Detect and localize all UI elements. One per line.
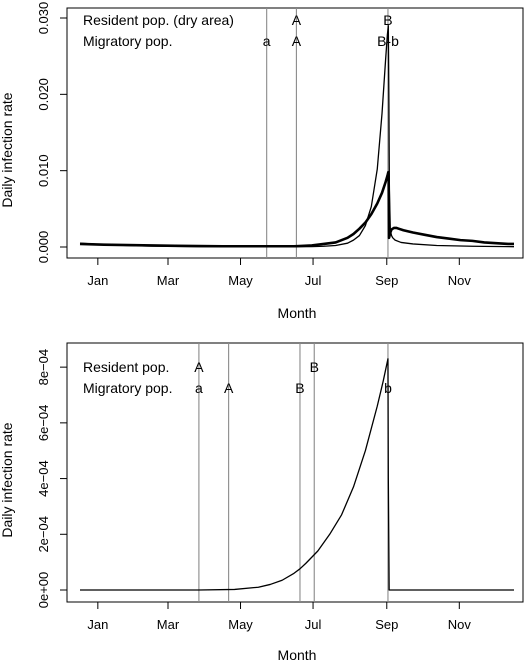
bottom-plot-frame — [66, 342, 524, 603]
x-tick-label: Jan — [87, 273, 108, 288]
x-tick-label: Mar — [157, 273, 180, 288]
marker-migratory-label: b — [384, 380, 392, 396]
x-tick-label: Nov — [448, 617, 472, 632]
y-tick-label: 0.020 — [36, 78, 51, 111]
marker-migratory-label: a — [195, 380, 203, 396]
y-tick-label: 0e+00 — [36, 572, 51, 609]
marker-resident-label: B — [310, 359, 319, 375]
y-tick-label: 0.000 — [36, 231, 51, 264]
bottom-x-axis-label: Month — [278, 647, 317, 663]
marker-migratory-label: A — [292, 33, 302, 49]
x-tick-label: Jul — [305, 273, 322, 288]
series-line-thin — [79, 24, 515, 248]
y-tick-label: 0.030 — [36, 2, 51, 35]
top-row-label-migratory: Migratory pop. — [83, 33, 172, 49]
top-x-axis-label: Month — [278, 305, 317, 321]
marker-migratory-label: B-b — [377, 33, 399, 49]
marker-resident-label: B — [383, 12, 392, 28]
x-tick-label: Jul — [305, 617, 322, 632]
y-tick-label: 8e−04 — [36, 349, 51, 386]
y-tick-label: 4e−04 — [36, 460, 51, 497]
top-plot-frame — [66, 7, 524, 259]
y-tick-label: 6e−04 — [36, 405, 51, 442]
marker-migratory-label: A — [224, 380, 234, 396]
bottom-row-label-migratory: Migratory pop. — [83, 380, 172, 396]
bottom-row-label-resident: Resident pop. — [83, 359, 169, 375]
y-tick-label: 2e−04 — [36, 516, 51, 553]
series-line-thin — [80, 358, 514, 591]
marker-resident-label: A — [194, 359, 204, 375]
x-tick-label: Sep — [375, 617, 398, 632]
marker-migratory-label: a — [263, 33, 271, 49]
x-tick-label: Nov — [448, 273, 472, 288]
top-panel: Jan Mar May Jul Sep Nov 0.0000.0100.0200.030 … — [0, 2, 524, 321]
x-tick-label: Jan — [87, 617, 108, 632]
marker-resident-label: A — [292, 12, 302, 28]
x-tick-label: May — [228, 617, 253, 632]
marker-migratory-label: B — [295, 380, 304, 396]
series-line-thick — [79, 170, 514, 248]
x-tick-label: Mar — [157, 617, 180, 632]
top-row-label-resident: Resident pop. (dry area) — [83, 12, 234, 28]
top-y-axis-label: Daily infection rate — [0, 92, 15, 207]
bottom-y-axis-label: Daily infection rate — [0, 422, 15, 537]
x-tick-label: Sep — [375, 273, 398, 288]
y-tick-label: 0.010 — [36, 154, 51, 187]
x-tick-label: May — [228, 273, 253, 288]
bottom-panel: Jan Mar May Jul Sep Nov 0e+00 2e−04 4e−04 6e−04 8… — [0, 342, 524, 663]
